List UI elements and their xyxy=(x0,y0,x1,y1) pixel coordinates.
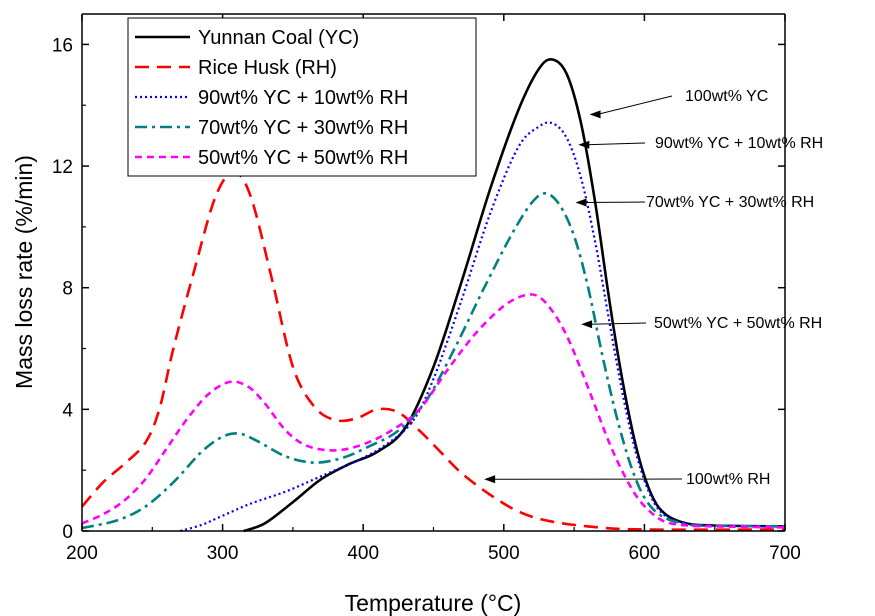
legend-label-3: 70wt% YC + 30wt% RH xyxy=(198,117,408,139)
annotation-arrowhead-1 xyxy=(578,140,590,149)
annotations: 100wt% YC 90wt% YC + 10wt% RH 70wt% YC + 3… xyxy=(484,88,823,488)
y-axis-title: Mass loss rate (%/min) xyxy=(11,155,37,389)
legend-label-4: 50wt% YC + 50wt% RH xyxy=(198,147,408,169)
x-tick-label-4: 600 xyxy=(629,543,661,564)
annotation-arrow-0 xyxy=(597,95,673,115)
y-tick-label-1: 4 xyxy=(62,400,73,421)
legend-label-1: Rice Husk (RH) xyxy=(198,57,337,79)
annotation-arrowhead-3 xyxy=(581,320,593,329)
series-line-3 xyxy=(81,192,786,530)
annotation-label-1: 90wt% YC + 10wt% RH xyxy=(655,135,823,152)
annotation-arrowhead-4 xyxy=(484,475,496,484)
x-tick-label-5: 700 xyxy=(769,543,801,564)
annotation-arrow-2 xyxy=(583,201,646,204)
series-line-1 xyxy=(81,170,786,532)
annotation-label-0: 100wt% YC xyxy=(685,88,768,105)
annotation-arrowhead-2 xyxy=(575,198,587,207)
series-layer xyxy=(81,58,786,533)
annotation-arrowhead-0 xyxy=(589,110,601,119)
ticks: 200 300 400 500 600 700 0 4 8 12 16 xyxy=(52,14,801,564)
annotation-label-3: 50wt% YC + 50wt% RH xyxy=(654,315,822,332)
y-tick-label-4: 16 xyxy=(52,35,73,56)
y-tick-label-3: 12 xyxy=(52,157,73,178)
axes xyxy=(81,13,786,532)
annotation-arrow-1 xyxy=(586,142,646,146)
y-tick-label-0: 0 xyxy=(62,522,73,543)
x-axis-title: Temperature (°C) xyxy=(345,590,522,616)
annotation-label-2: 70wt% YC + 30wt% RH xyxy=(646,194,814,211)
legend-label-0: Yunnan Coal (YC) xyxy=(198,27,359,49)
x-tick-label-1: 300 xyxy=(207,543,239,564)
legend: Yunnan Coal (YC) Rice Husk (RH) 90wt% YC +… xyxy=(127,17,477,177)
x-tick-label-0: 200 xyxy=(66,543,98,564)
y-tick-label-2: 8 xyxy=(62,279,73,300)
legend-label-2: 90wt% YC + 10wt% RH xyxy=(198,87,408,109)
x-tick-label-3: 500 xyxy=(488,543,520,564)
series-line-4 xyxy=(81,293,786,529)
annotation-label-4: 100wt% RH xyxy=(686,471,770,488)
x-tick-label-2: 400 xyxy=(347,543,379,564)
annotation-arrow-3 xyxy=(589,322,647,325)
